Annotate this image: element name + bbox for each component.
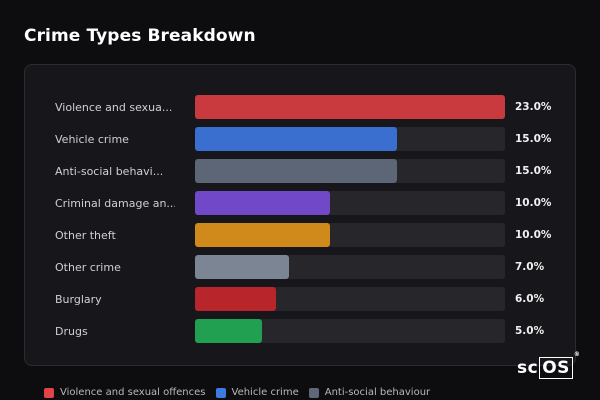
bar-label: Other theft [55, 229, 116, 242]
bar-row: Violence and sexua... 23.0% [25, 95, 577, 121]
legend-label: Violence and sexual offences [60, 387, 206, 398]
chart-title: Crime Types Breakdown [24, 26, 256, 46]
bar-value-label: 15.0% [515, 133, 552, 145]
bar [195, 223, 330, 247]
bar-value-label: 10.0% [515, 229, 552, 241]
bar-label: Vehicle crime [55, 133, 129, 146]
chart-card: Violence and sexua... 23.0% Vehicle crime 1… [24, 64, 576, 366]
legend-label: Vehicle crime [231, 387, 299, 398]
legend-item: Vehicle crime [215, 387, 299, 398]
bar [195, 287, 276, 311]
bar [195, 191, 330, 215]
bar [195, 127, 397, 151]
bar-label: Other crime [55, 261, 121, 274]
logo-boxed-text: OS [539, 357, 573, 379]
bar-row: Other theft 10.0% [25, 223, 577, 249]
bar-value-label: 23.0% [515, 101, 552, 113]
chart-legend: Violence and sexual offences Vehicle crim… [44, 387, 430, 398]
legend-item: Anti-social behaviour [308, 387, 431, 398]
bar-track [195, 191, 505, 215]
logo-registered-mark: ® [573, 351, 581, 359]
bar-track [195, 319, 505, 343]
bar-row: Criminal damage an... 10.0% [25, 191, 577, 217]
bar-track [195, 95, 505, 119]
bar-label: Burglary [55, 293, 102, 306]
scos-logo: sc OS® [517, 351, 580, 379]
bar-value-label: 15.0% [515, 165, 552, 177]
bar-row: Other crime 7.0% [25, 255, 577, 281]
bar-value-label: 5.0% [515, 325, 545, 337]
logo-prefix: sc [517, 358, 539, 378]
bar-track [195, 223, 505, 247]
bar [195, 319, 262, 343]
bar [195, 255, 289, 279]
legend-swatch [215, 387, 226, 398]
legend-item: Violence and sexual offences [44, 387, 206, 398]
bar-label: Violence and sexua... [55, 101, 173, 114]
bar [195, 95, 505, 119]
bar-label: Criminal damage an... [55, 197, 175, 210]
bar-label: Drugs [55, 325, 88, 338]
bar-row: Anti-social behavi... 15.0% [25, 159, 577, 185]
bar-row: Vehicle crime 15.0% [25, 127, 577, 153]
bar-value-label: 10.0% [515, 197, 552, 209]
legend-label: Anti-social behaviour [324, 387, 431, 398]
bar-value-label: 6.0% [515, 293, 545, 305]
bar-value-label: 7.0% [515, 261, 545, 273]
bar-row: Burglary 6.0% [25, 287, 577, 313]
bar-track [195, 127, 505, 151]
bar [195, 159, 397, 183]
legend-swatch [44, 387, 54, 398]
legend-swatch [308, 387, 319, 398]
bar-row: Drugs 5.0% [25, 319, 577, 345]
bar-track [195, 255, 505, 279]
bar-track [195, 159, 505, 183]
bar-label: Anti-social behavi... [55, 165, 164, 178]
bar-track [195, 287, 505, 311]
